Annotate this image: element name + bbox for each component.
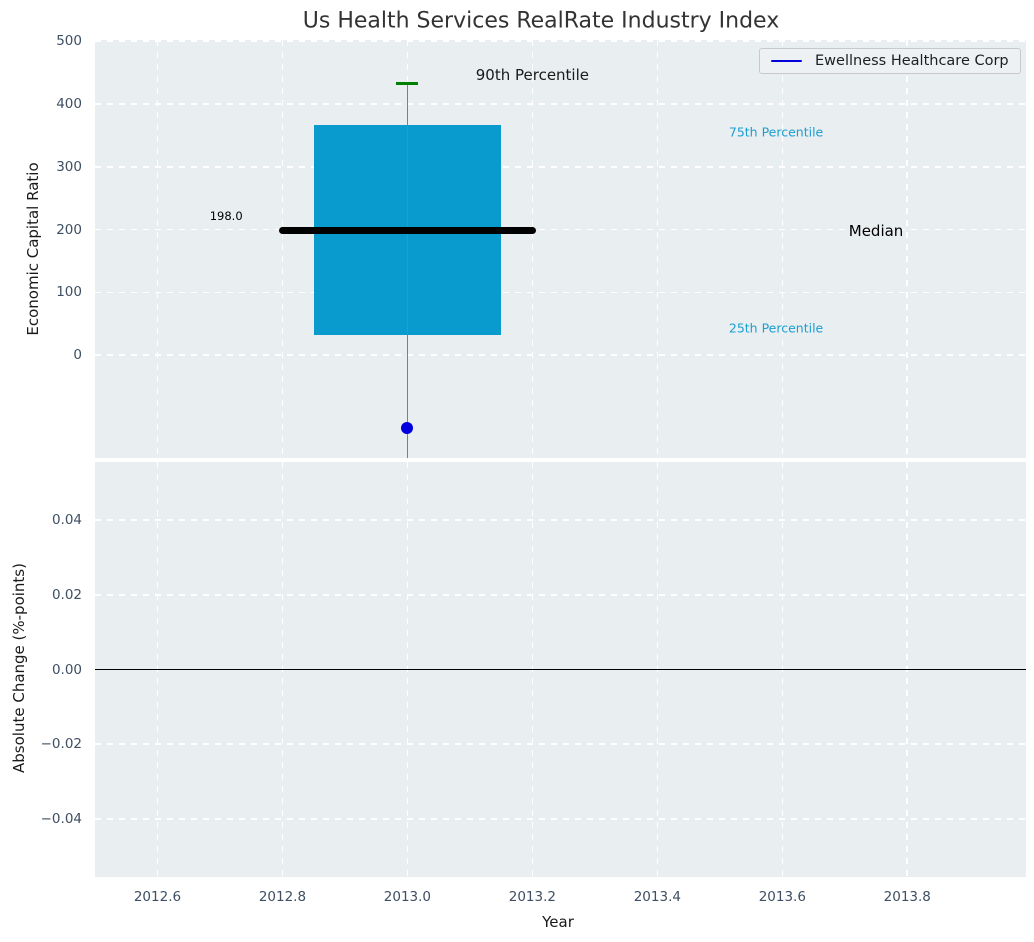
gridline-horizontal — [95, 103, 1026, 105]
legend: Ewellness Healthcare Corp — [759, 48, 1021, 74]
gridline-vertical — [656, 40, 659, 458]
annotation-median-value: 198.0 — [209, 209, 243, 224]
annotation-75th-percentile: 75th Percentile — [728, 124, 824, 140]
x-tick-label: 2012.8 — [258, 889, 307, 905]
y-tick-label: 100 — [56, 284, 82, 301]
annotation-median: Median — [848, 221, 904, 240]
gridline-horizontal — [95, 593, 1026, 596]
x-tick-label: 2013.4 — [633, 889, 681, 905]
y-tick-label: −0.04 — [40, 811, 82, 828]
legend-label: Ewellness Healthcare Corp — [815, 53, 1009, 69]
gridline-horizontal — [95, 40, 1026, 43]
whisker-line — [406, 83, 409, 458]
annotation-90th-percentile: 90th Percentile — [475, 66, 589, 85]
top-y-axis-label: Economic Capital Ratio — [24, 162, 42, 336]
y-tick-label: 0.02 — [51, 586, 82, 603]
y-tick-label: 500 — [56, 33, 82, 50]
median-line — [278, 227, 536, 235]
x-tick-label: 2012.6 — [133, 889, 182, 905]
gridline-horizontal — [95, 519, 1026, 521]
x-tick-label: 2013.8 — [883, 889, 931, 905]
gridline-horizontal — [95, 818, 1026, 820]
top-axes — [95, 40, 1026, 458]
gridline-horizontal — [95, 354, 1026, 356]
gridline-vertical — [156, 40, 159, 458]
gridline-horizontal — [95, 291, 1026, 294]
x-tick-label: 2013.2 — [508, 889, 556, 905]
legend-line-sample — [771, 59, 802, 63]
x-axis-label: Year — [542, 913, 574, 931]
gridline-horizontal — [95, 228, 1026, 231]
gridline-horizontal — [95, 165, 1026, 168]
annotation-25th-percentile: 25th Percentile — [728, 320, 824, 336]
gridline-vertical — [531, 40, 534, 458]
x-tick-label: 2013.6 — [758, 889, 806, 905]
y-tick-label: 0.04 — [51, 511, 82, 528]
y-tick-label: 300 — [56, 158, 82, 175]
gridline-horizontal — [95, 743, 1026, 746]
whisker-cap-90th-percentile — [396, 81, 419, 85]
y-tick-label: 0 — [73, 347, 82, 364]
company-point — [401, 421, 414, 434]
y-tick-label: 200 — [56, 221, 82, 238]
y-tick-label: −0.02 — [40, 736, 82, 753]
gridline-vertical — [781, 40, 784, 458]
gridline-vertical — [281, 40, 284, 458]
y-tick-label: 400 — [56, 96, 82, 113]
chart-title: Us Health Services RealRate Industry Ind… — [302, 8, 780, 34]
y-tick-label: 0.00 — [51, 661, 82, 678]
gridline-vertical — [906, 40, 909, 458]
x-tick-label: 2013.0 — [383, 889, 432, 905]
zero-line — [95, 668, 1026, 671]
